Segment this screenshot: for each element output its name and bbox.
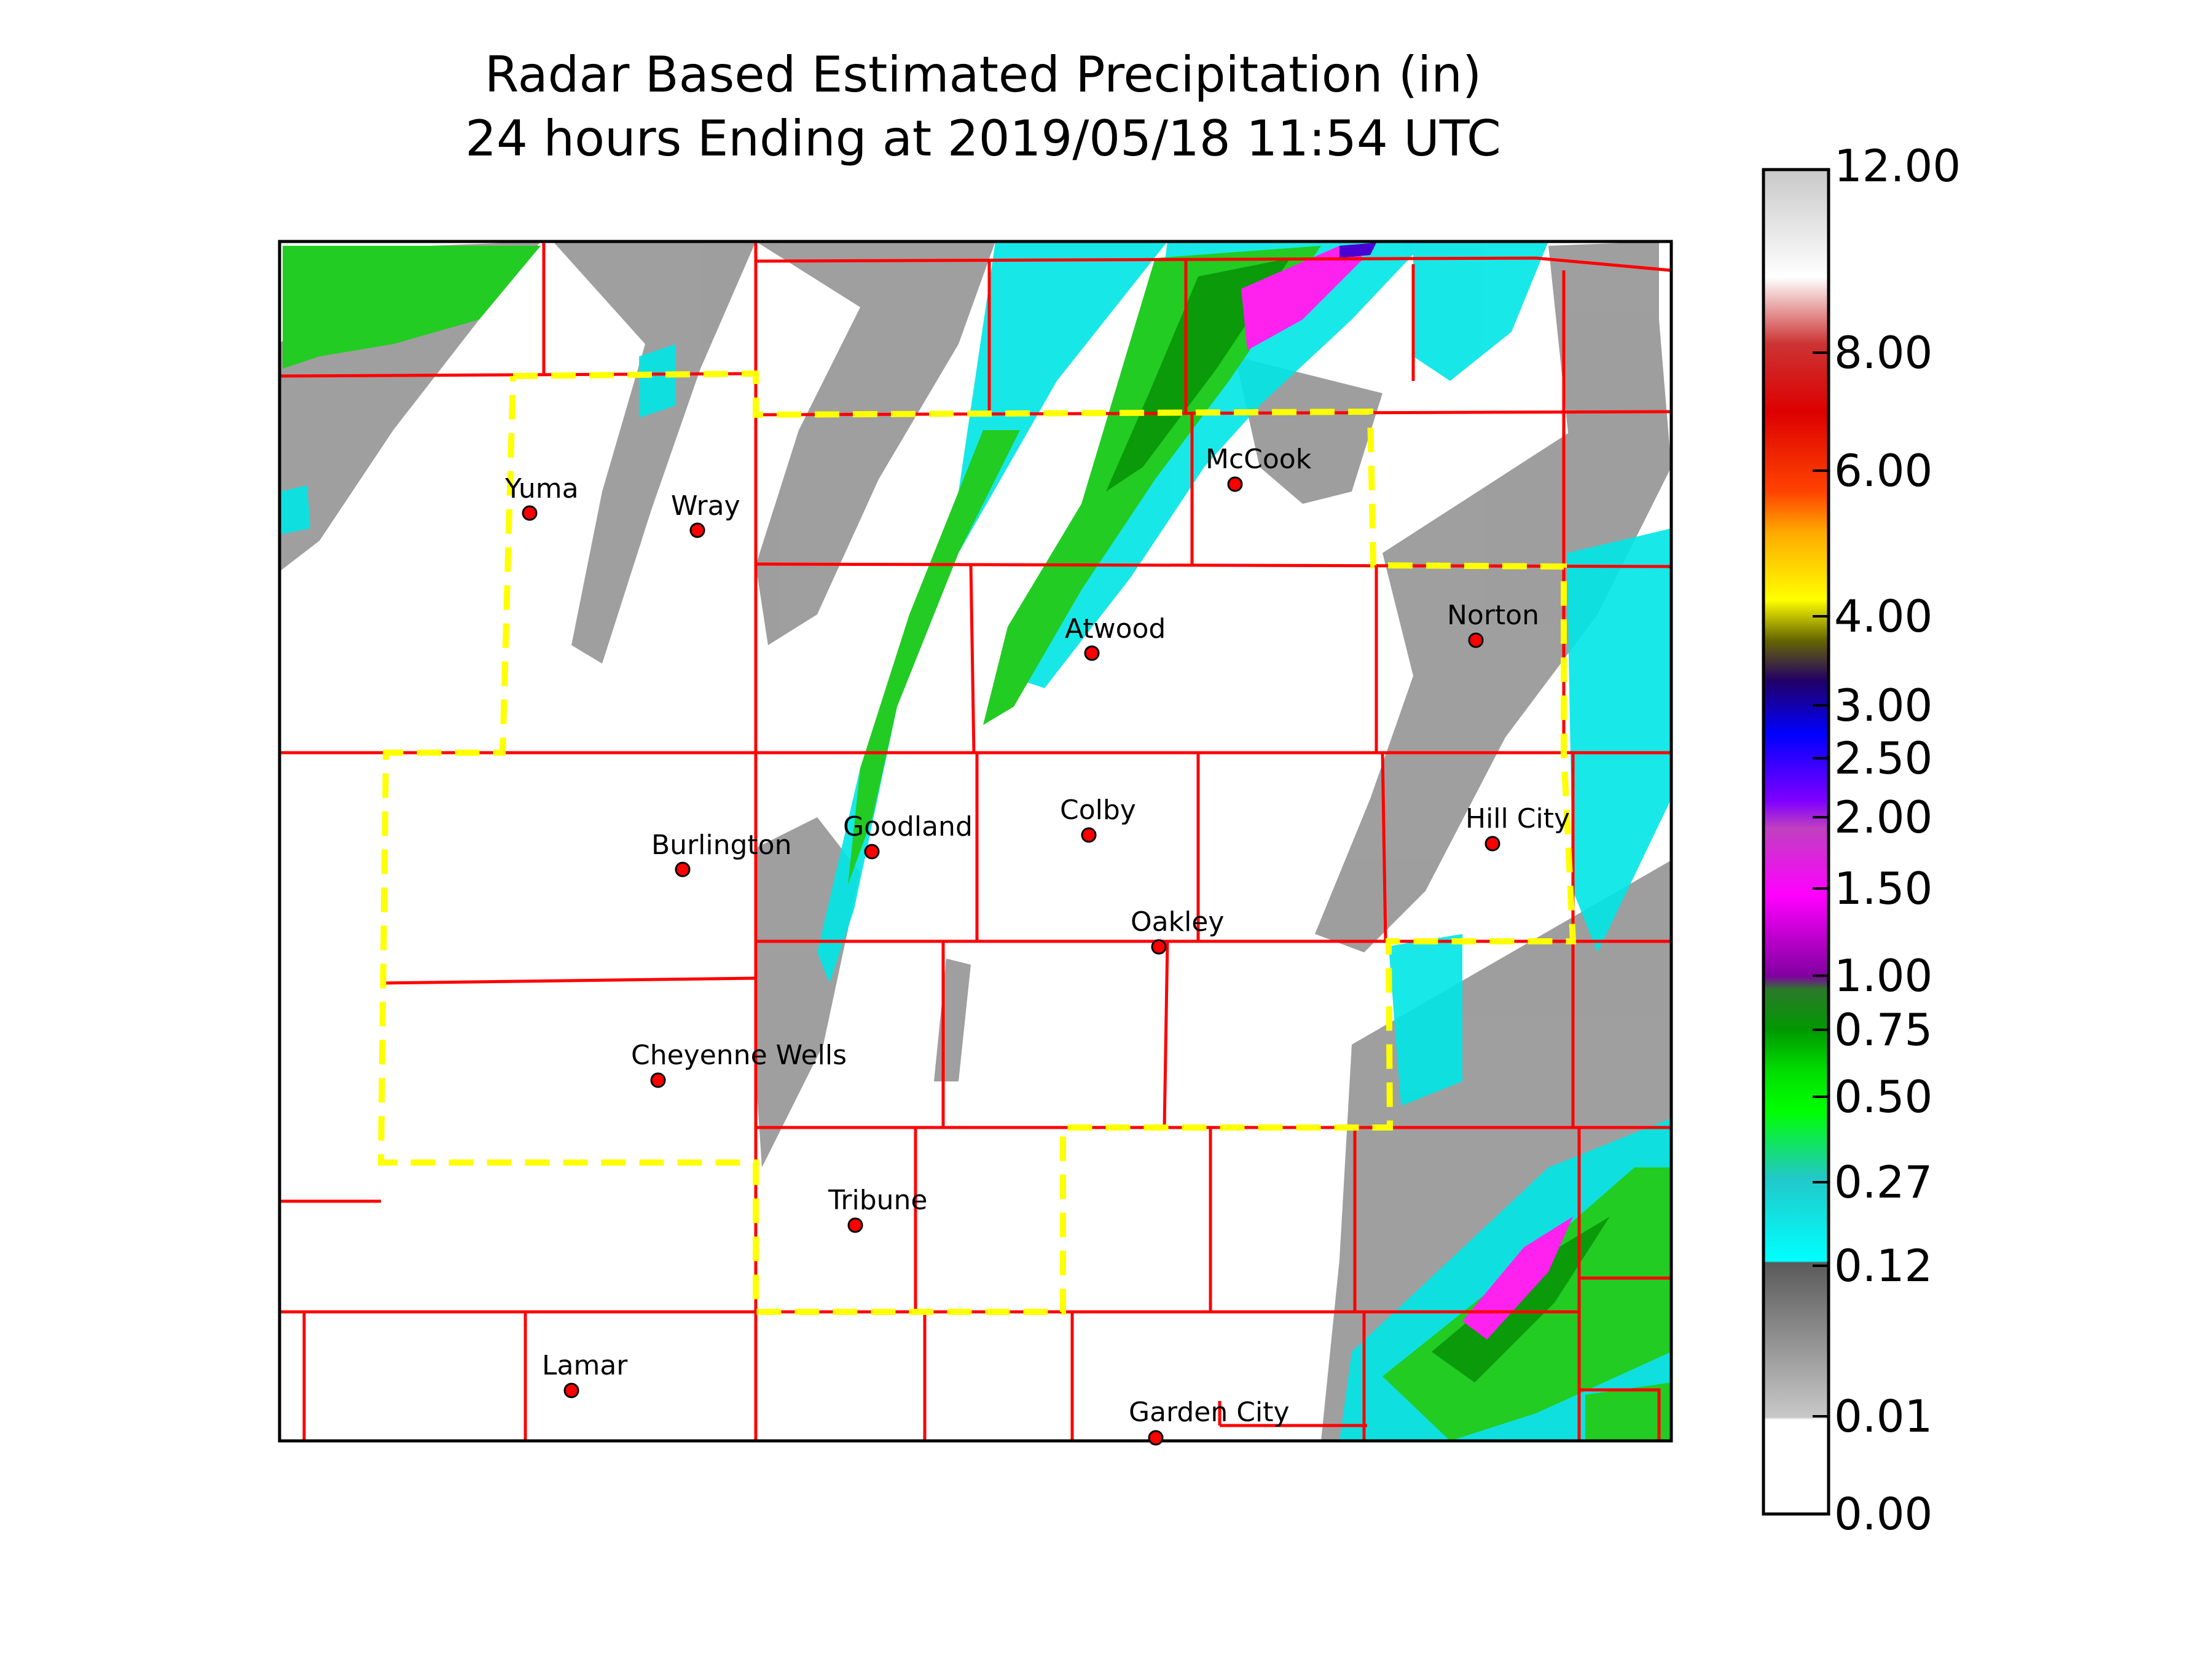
title-line-2: 24 hours Ending at 2019/05/18 11:54 UTC	[465, 110, 1501, 167]
svg-text:Oakley: Oakley	[1131, 906, 1224, 938]
colorbar-tick: 0.75	[1834, 1004, 1933, 1056]
svg-text:Norton: Norton	[1447, 600, 1539, 631]
svg-text:Lamar: Lamar	[542, 1350, 628, 1381]
svg-text:Burlington: Burlington	[651, 830, 792, 861]
city-norton: Norton	[1447, 600, 1539, 648]
colorbar-tick: 0.00	[1834, 1488, 1933, 1540]
colorbar-tick: 0.01	[1834, 1390, 1933, 1442]
city-goodland: Goodland	[843, 811, 973, 860]
map-title: Radar Based Estimated Precipitation (in)…	[0, 43, 1966, 171]
svg-text:Wray: Wray	[671, 490, 740, 522]
colorbar-tick: 3.00	[1834, 680, 1933, 731]
colorbar-tick: 2.00	[1834, 791, 1933, 843]
city-hill-city: Hill City	[1465, 803, 1570, 852]
svg-text:Yuma: Yuma	[504, 473, 579, 504]
city-markers: Yuma Wray McCook Atwood Norton Burlingto…	[504, 444, 1570, 1446]
svg-text:Cheyenne Wells: Cheyenne Wells	[631, 1040, 847, 1071]
city-atwood: Atwood	[1065, 613, 1166, 661]
colorbar-tick: 4.00	[1834, 590, 1933, 642]
city-tribune: Tribune	[828, 1185, 928, 1233]
city-cheyenne-wells: Cheyenne Wells	[631, 1040, 847, 1088]
colorbar-tick: 0.12	[1834, 1240, 1933, 1292]
svg-text:Atwood: Atwood	[1065, 613, 1166, 645]
colorbar-tick: 1.50	[1834, 863, 1933, 914]
svg-text:Hill City: Hill City	[1465, 803, 1570, 834]
city-colby: Colby	[1060, 794, 1136, 843]
precipitation-field	[280, 241, 1671, 1441]
city-lamar: Lamar	[542, 1350, 628, 1398]
city-yuma: Yuma	[504, 473, 579, 521]
map-frame	[278, 240, 1673, 1443]
city-wray: Wray	[671, 490, 740, 538]
colorbar-tick: 0.50	[1834, 1071, 1933, 1123]
title-line-1: Radar Based Estimated Precipitation (in)	[484, 46, 1482, 103]
svg-text:Goodland: Goodland	[843, 811, 973, 842]
svg-text:Colby: Colby	[1060, 794, 1136, 826]
cwa-borders	[377, 370, 1577, 1315]
city-garden-city: Garden City	[1129, 1397, 1290, 1446]
colorbar-tick: 12.00	[1834, 140, 1961, 192]
colorbar-tick: 1.00	[1834, 950, 1933, 1002]
city-mccook: McCook	[1206, 444, 1312, 492]
svg-text:McCook: McCook	[1206, 444, 1312, 475]
svg-text:Tribune: Tribune	[828, 1185, 928, 1216]
colorbar-tick: 2.50	[1834, 732, 1933, 784]
city-burlington: Burlington	[651, 830, 792, 877]
colorbar-tick: 6.00	[1834, 445, 1933, 496]
colorbar-tick: 0.27	[1834, 1156, 1933, 1208]
colorbar-tick: 8.00	[1834, 327, 1933, 378]
svg-text:Garden City: Garden City	[1129, 1397, 1290, 1428]
city-oakley: Oakley	[1131, 906, 1224, 955]
